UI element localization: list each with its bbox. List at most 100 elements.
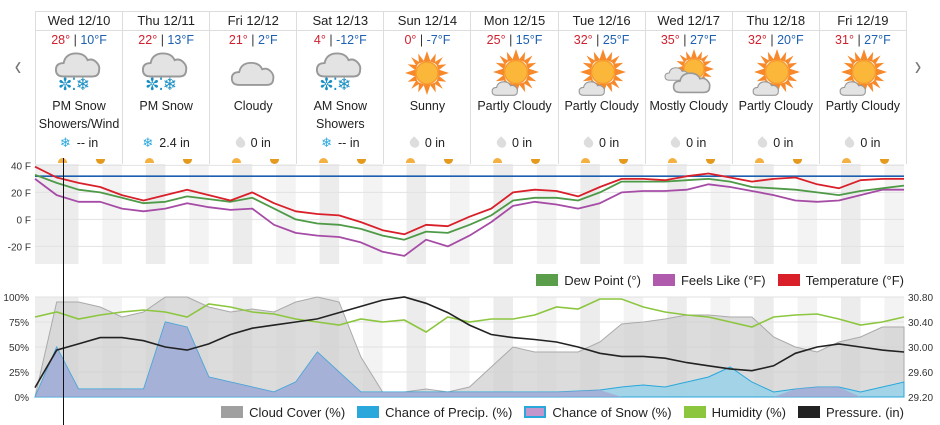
low-temp: 15°F — [515, 33, 543, 47]
y-tick-label: 0% — [15, 393, 30, 402]
precip-amount: 0 in — [559, 135, 645, 151]
high-temp: 35° — [660, 33, 680, 47]
day-column[interactable]: Mon 12/15 25° | 15°F Partly Cloudy 0 in — [470, 12, 558, 164]
raindrop-icon — [494, 136, 509, 150]
sunrise-icon — [580, 158, 590, 163]
legend-cloud-cover[interactable]: Cloud Cover (%) — [221, 405, 345, 420]
conditions-chart: 100% 30.80 75% 30.40 50% 30.00 25% 29.60 0% 29.20 — [3, 293, 933, 402]
y-tick-label: 25% — [9, 368, 29, 379]
y-tick-label: 0 F — [17, 215, 31, 226]
day-column[interactable]: Fri 12/19 31° | 27°F Partly Cloudy 0 in — [818, 12, 907, 164]
day-column[interactable]: Tue 12/16 32° | 25°F Partly Cloudy 0 in — [557, 12, 645, 164]
night-band — [536, 164, 557, 264]
precip-value: 0 in — [860, 136, 881, 150]
raindrop-icon — [233, 136, 247, 150]
day-temps: 31° | 27°F — [835, 33, 891, 47]
legend-pressure[interactable]: Pressure. (in) — [797, 405, 904, 420]
night-band — [623, 164, 644, 264]
day-column[interactable]: Sat 12/13 4° | -12°F ✼⁚❄ AM Snow Showers… — [296, 12, 384, 164]
legend-temperature[interactable]: Temperature (°F) — [777, 273, 904, 288]
legend-humidity[interactable]: Humidity (%) — [683, 405, 786, 420]
sunrise-icon — [145, 158, 155, 163]
temperature-chart: 40 F 20 F 0 F -20 F — [8, 161, 905, 264]
partly-cloudy-icon — [471, 49, 557, 97]
high-temp: 28° — [51, 33, 71, 47]
condition-text: Partly Cloudy — [738, 99, 813, 113]
day-column[interactable]: Wed 12/10 28° | 10°F ✼⁚❄ PM Snow Showers… — [35, 12, 123, 164]
precip-amount: ❄ 2.4 in — [123, 135, 209, 151]
precip-value: 0 in — [424, 136, 445, 150]
day-temps: 32° | 20°F — [747, 33, 804, 47]
humidity-line — [34, 298, 905, 333]
low-temp: 10°F — [80, 33, 107, 47]
next-days-button[interactable]: › — [914, 50, 922, 81]
y2-tick-label: 30.40 — [908, 318, 933, 329]
day-temps: 4° | -12°F — [313, 33, 367, 47]
night-band — [710, 164, 731, 264]
previous-days-button[interactable]: ‹ — [14, 50, 22, 81]
cloud-snow-icon: ✼⁚❄ — [36, 49, 122, 97]
night-band — [363, 164, 383, 264]
day-name: Thu 12/18 — [732, 12, 819, 31]
sunset-icon — [96, 159, 105, 164]
night-band — [449, 164, 470, 264]
night-band — [580, 164, 600, 264]
condition-text: Sunny — [409, 99, 446, 113]
day-column[interactable]: Thu 12/11 22° | 13°F ✼⁚❄ PM Snow ❄ 2.4 in — [122, 12, 210, 164]
legend-label: Chance of Precip. (%) — [385, 405, 513, 420]
precip-value: 0 in — [250, 136, 271, 150]
raindrop-icon — [581, 136, 596, 150]
day-column[interactable]: Fri 12/12 21° | 2°F Cloudy 0 in — [209, 12, 297, 164]
day-temps: 0° | -7°F — [404, 33, 451, 47]
precip-value: 0 in — [773, 136, 794, 150]
day-temps: 25° | 15°F — [486, 33, 543, 47]
sunset-icon — [270, 159, 280, 164]
day-name: Fri 12/12 — [210, 12, 297, 31]
day-column[interactable]: Thu 12/18 32° | 20°F Partly Cloudy 0 in — [731, 12, 819, 164]
sunset-icon — [183, 159, 193, 164]
low-temp: 20°F — [777, 33, 804, 47]
sunset-icon — [444, 159, 454, 164]
y-tick-label: -20 F — [8, 242, 31, 253]
night-band — [145, 164, 166, 264]
legend-label: Cloud Cover (%) — [249, 405, 346, 420]
y2-tick-label: 30.80 — [908, 293, 933, 304]
partly-cloudy-icon — [733, 49, 819, 97]
high-temp: 32° — [573, 33, 593, 47]
day-column[interactable]: Sun 12/14 0° | -7°F Sunny 0 in — [383, 12, 471, 164]
y-tick-label: 100% — [3, 293, 29, 304]
cloud-icon — [210, 49, 296, 97]
time-cursor-line[interactable] — [63, 158, 64, 425]
precip-value: 2.4 in — [159, 136, 190, 150]
mostly-cloudy-icon — [646, 49, 732, 97]
sunrise-icon — [667, 158, 677, 163]
sunrise-icon — [754, 158, 764, 163]
series-line-temperature — [34, 165, 904, 236]
sunrise-icon — [58, 158, 67, 163]
low-temp: 25°F — [602, 33, 630, 47]
legend-feels-like[interactable]: Feels Like (°F) — [652, 273, 766, 288]
precip-amount: 0 in — [471, 135, 557, 151]
precip-amount: ❄ -- in — [36, 135, 122, 151]
cloud-cover-area — [34, 296, 905, 398]
legend-chance-snow[interactable]: Chance of Snow (%) — [524, 405, 672, 420]
sunset-icon — [705, 159, 715, 164]
high-temp: 22° — [138, 33, 158, 47]
high-temp: 4° — [313, 33, 326, 47]
day-name: Fri 12/19 — [819, 12, 906, 31]
day-name: Thu 12/11 — [123, 12, 210, 31]
past-shade — [35, 164, 63, 264]
night-band — [232, 164, 253, 264]
legend-dew-point[interactable]: Dew Point (°) — [536, 273, 641, 288]
precip-value: -- in — [76, 136, 99, 150]
condition-text: Mostly Cloudy — [649, 99, 728, 113]
day-column[interactable]: Wed 12/17 35° | 27°F Mostly Cloudy 0 in — [644, 12, 732, 164]
high-temp: 0° — [404, 33, 417, 47]
day-temps: 28° | 10°F — [51, 33, 107, 47]
precip-value: -- in — [338, 136, 360, 150]
legend-chance-precip[interactable]: Chance of Precip. (%) — [357, 405, 512, 420]
cloud-snow-icon: ✼⁚❄ — [297, 49, 383, 97]
night-band — [840, 164, 861, 264]
precip-value: 0 in — [511, 136, 533, 150]
night-band — [102, 164, 122, 264]
